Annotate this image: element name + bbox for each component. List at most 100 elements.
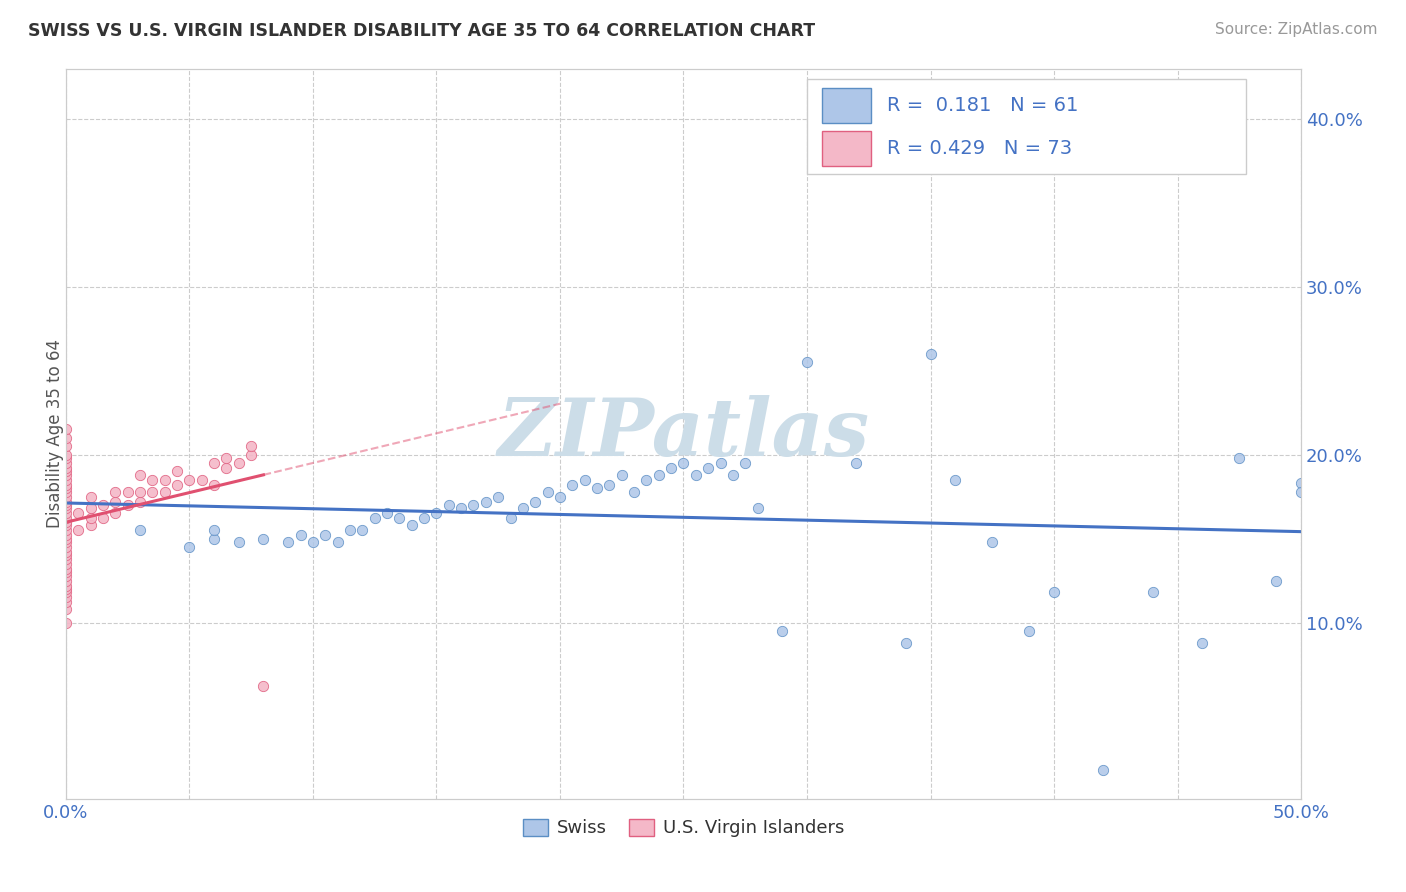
Point <box>117 498 139 512</box>
Point <box>55 456 77 470</box>
Point <box>153 473 176 487</box>
Point <box>437 498 460 512</box>
Point <box>166 465 188 479</box>
Point <box>450 501 472 516</box>
Text: SWISS VS U.S. VIRGIN ISLANDER DISABILITY AGE 35 TO 64 CORRELATION CHART: SWISS VS U.S. VIRGIN ISLANDER DISABILITY… <box>28 22 815 40</box>
Point <box>770 624 793 638</box>
Point <box>55 528 77 542</box>
Point <box>55 501 77 516</box>
Point <box>1092 764 1115 778</box>
Text: R = 0.429   N = 73: R = 0.429 N = 73 <box>887 138 1073 158</box>
Point <box>129 494 152 508</box>
Point <box>536 484 558 499</box>
Point <box>55 532 77 546</box>
Point <box>141 484 163 499</box>
Point <box>943 473 966 487</box>
Point <box>1043 585 1066 599</box>
Text: Source: ZipAtlas.com: Source: ZipAtlas.com <box>1215 22 1378 37</box>
Point <box>697 461 720 475</box>
Point <box>55 507 77 521</box>
Point <box>486 490 509 504</box>
Point <box>55 579 77 593</box>
Point <box>413 511 436 525</box>
Point <box>240 448 263 462</box>
Point <box>55 431 77 445</box>
Point <box>352 523 374 537</box>
Point <box>55 585 77 599</box>
Point <box>252 679 274 693</box>
Point <box>79 490 101 504</box>
Point <box>117 484 139 499</box>
Point <box>190 473 212 487</box>
Point <box>1227 450 1250 465</box>
Point <box>561 478 583 492</box>
Text: ZIPatlas: ZIPatlas <box>498 395 869 473</box>
Point <box>1142 585 1164 599</box>
Point <box>91 498 114 512</box>
Y-axis label: Disability Age 35 to 64: Disability Age 35 to 64 <box>46 339 63 528</box>
Point <box>55 565 77 579</box>
Point <box>129 484 152 499</box>
Point <box>920 347 942 361</box>
Point <box>548 490 571 504</box>
Point <box>91 511 114 525</box>
Point <box>55 511 77 525</box>
Point <box>202 532 225 546</box>
Point <box>845 456 868 470</box>
FancyBboxPatch shape <box>807 79 1246 175</box>
Point <box>524 494 547 508</box>
Point <box>104 484 127 499</box>
Point <box>610 467 633 482</box>
Point <box>55 551 77 566</box>
Point <box>401 518 423 533</box>
Point <box>659 461 682 475</box>
Point <box>129 467 152 482</box>
Point <box>202 523 225 537</box>
Point <box>721 467 744 482</box>
Point <box>67 523 90 537</box>
Point <box>166 478 188 492</box>
Point <box>55 422 77 436</box>
Point <box>104 494 127 508</box>
Point <box>314 528 336 542</box>
Point <box>425 507 447 521</box>
Point <box>499 511 522 525</box>
Point <box>55 549 77 563</box>
Point <box>1265 574 1288 588</box>
Point <box>129 523 152 537</box>
Point <box>55 568 77 582</box>
Point <box>512 501 534 516</box>
Point <box>141 473 163 487</box>
Point <box>55 484 77 499</box>
Point <box>302 535 325 549</box>
Point <box>55 602 77 616</box>
Point <box>179 473 201 487</box>
Point <box>202 456 225 470</box>
Point <box>55 518 77 533</box>
Point <box>55 615 77 630</box>
Point <box>685 467 707 482</box>
Point <box>636 473 658 487</box>
Point <box>277 535 299 549</box>
Point <box>55 591 77 605</box>
Bar <box>823 130 872 166</box>
Point <box>55 545 77 559</box>
Point <box>1191 636 1213 650</box>
Point <box>574 473 596 487</box>
Point <box>894 636 917 650</box>
Point <box>290 528 312 542</box>
Point <box>55 540 77 554</box>
Point <box>55 595 77 609</box>
Point <box>475 494 498 508</box>
Point <box>79 511 101 525</box>
Point <box>104 507 127 521</box>
Point <box>79 518 101 533</box>
Point <box>55 494 77 508</box>
Point <box>215 461 238 475</box>
Point <box>240 439 263 453</box>
Point <box>55 490 77 504</box>
Point <box>228 456 250 470</box>
Point <box>598 478 620 492</box>
Point <box>55 498 77 512</box>
Point <box>747 501 769 516</box>
